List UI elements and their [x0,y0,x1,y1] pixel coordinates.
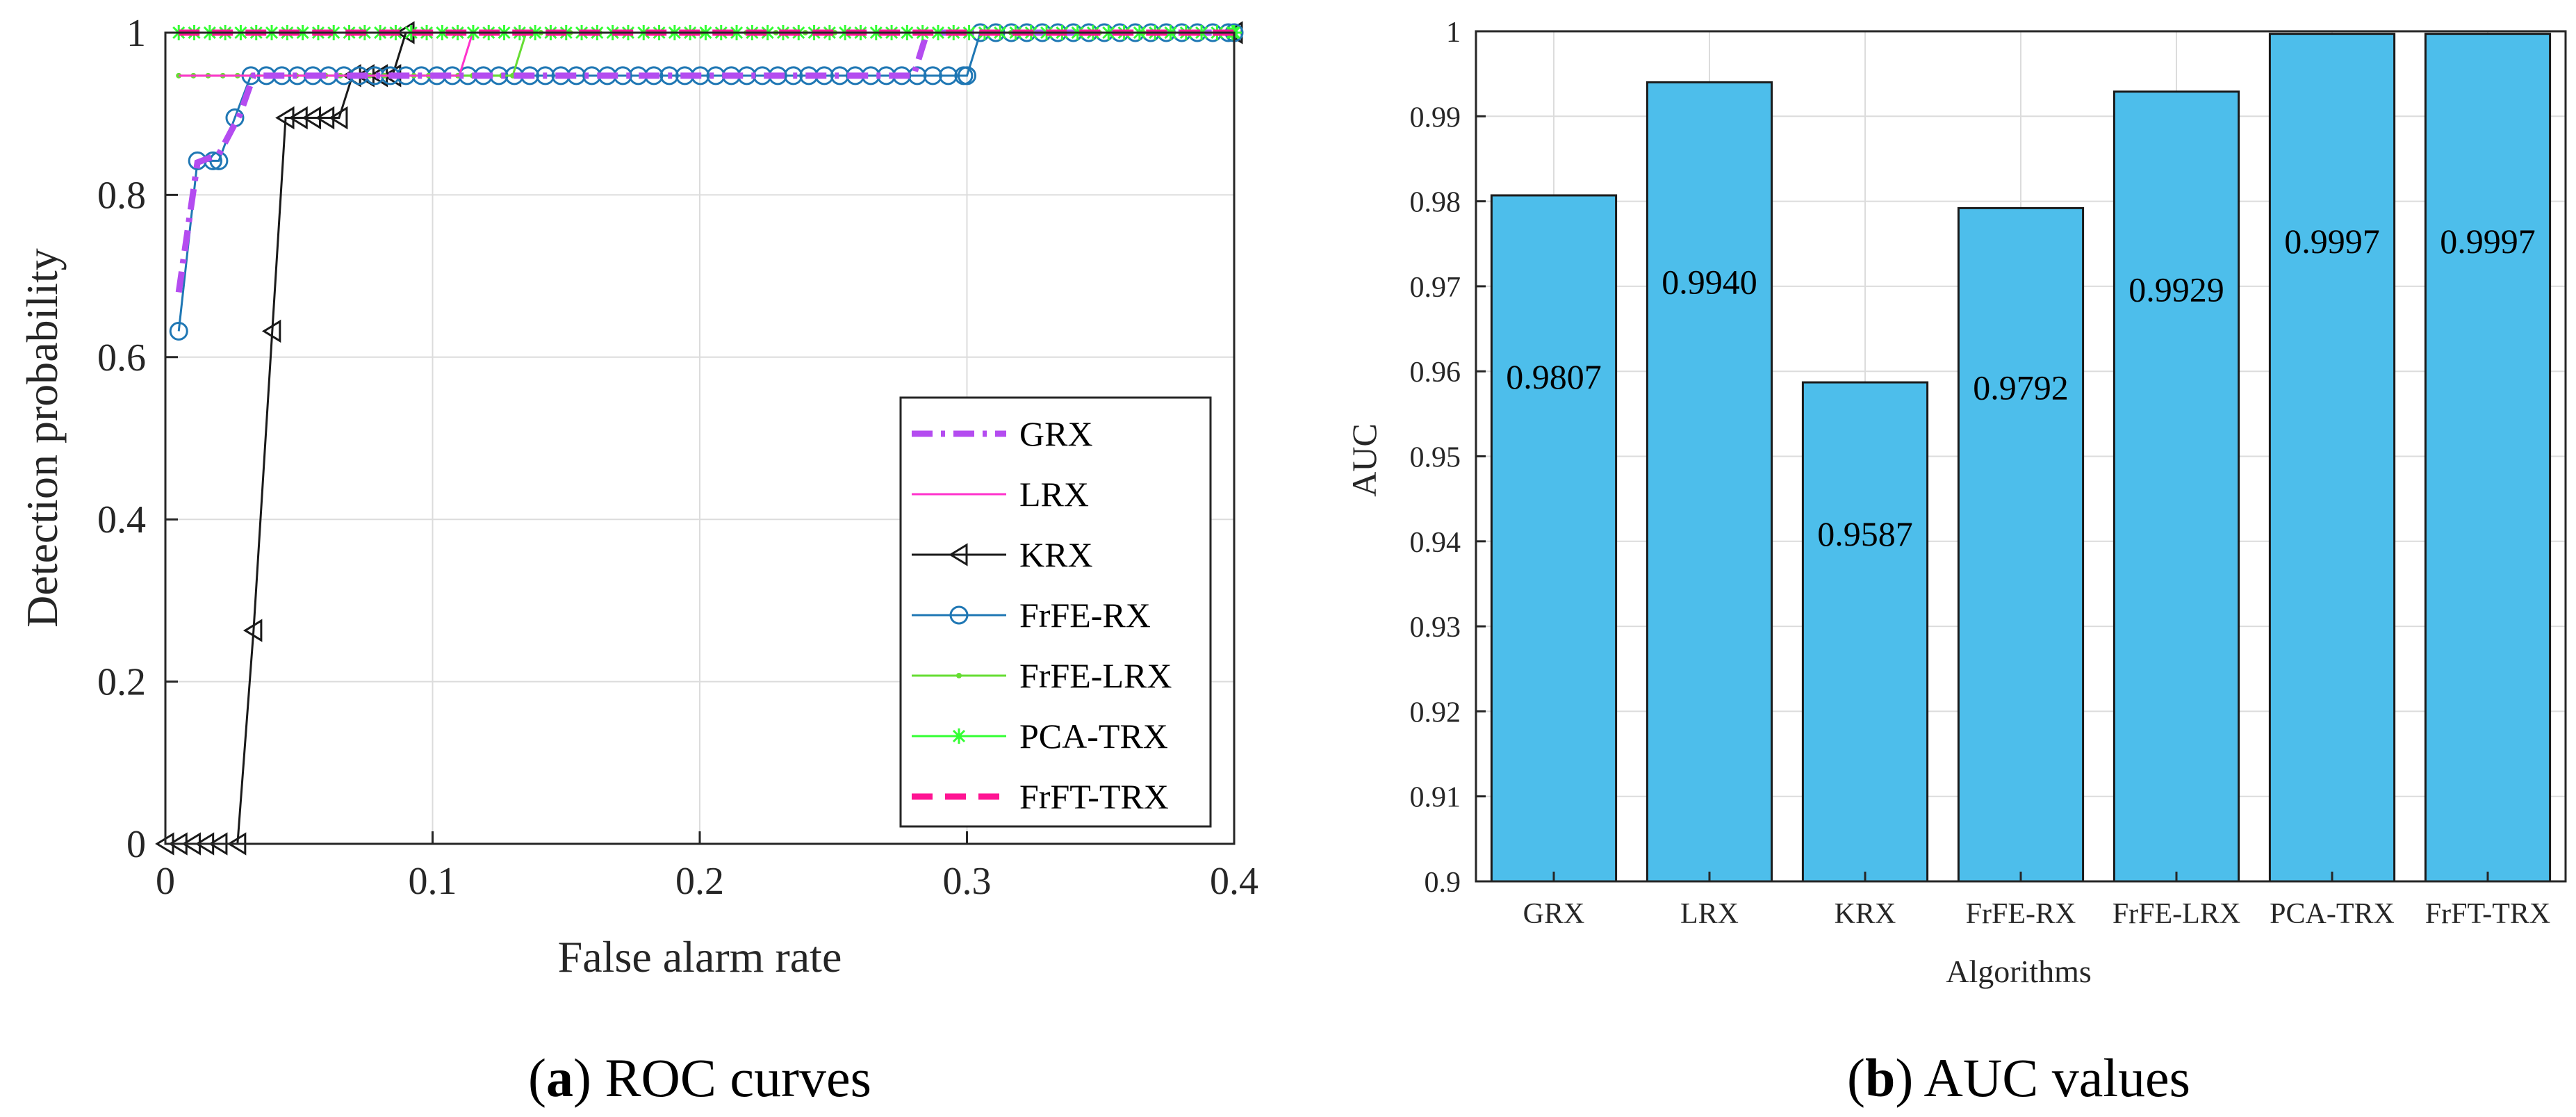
roc-y-tick-label: 0.6 [97,336,146,380]
roc-series-grx-line [175,29,1234,293]
auc-y-tick-label: 0.97 [1410,272,1461,304]
auc-y-tick-label: 0.99 [1410,101,1461,133]
roc-legend-pca-trx: PCA-TRX [912,717,1168,756]
auc-bar-krx [1801,381,1929,883]
auc-y-tick-label: 0.98 [1410,187,1461,219]
roc-legend-krx-marker [949,543,968,566]
auc-bar-value-label: 0.9587 [1817,514,1913,553]
auc-bar-value-label: 0.9807 [1506,357,1602,396]
roc-legend-pca-trx-marker [951,728,967,744]
auc-x-tick-label: FrFE-RX [1966,898,2076,930]
roc-legend-frfe-rx-label: FrFE-RX [1019,596,1151,635]
roc-caption-letter: a [546,1047,573,1108]
roc-legend-pca-trx-label: PCA-TRX [1019,717,1168,756]
roc-legend-frfe-lrx-marker [956,673,962,678]
roc-series-frfe-rx-marker [536,66,555,85]
roc-legend-grx: GRX [912,414,1093,453]
roc-y-tick-label: 1 [126,12,146,55]
roc-legend-frft-trx-label: FrFT-TRX [1019,777,1169,816]
auc-tick-group: 0.9 0.91 0.92 0.93 0.94 0.95 0.96 0.97 0.98 0.99 1… [1410,17,2551,930]
roc-x-tick-label: 0.3 [943,860,992,903]
roc-legend-frfe-lrx-label: FrFE-LRX [1019,656,1172,695]
roc-series-krx-marker [315,106,335,130]
auc-bar-frfe-lrx [2113,90,2240,883]
roc-series-krx-marker [329,106,348,130]
roc-x-axis-label: False alarm rate [558,932,842,981]
roc-series-frfe-rx-marker [939,66,958,85]
roc-legend-krx-label: KRX [1019,535,1093,574]
roc-legend-krx: KRX [912,535,1093,574]
auc-bar-value-label: 0.9997 [2284,222,2380,261]
roc-legend-frft-trx: FrFT-TRX [912,777,1169,816]
roc-series-frfe-rx-marker [169,321,188,341]
auc-bar-frft-trx [2424,33,2552,883]
auc-x-tick-label: KRX [1835,898,1896,930]
roc-legend-frfe-lrx: FrFE-LRX [912,656,1172,695]
auc-bar-value-label: 0.9792 [1973,368,2069,407]
auc-x-tick-label: FrFE-LRX [2113,898,2240,930]
roc-x-tick-label: 0.2 [675,860,724,903]
auc-bars-group: 0.9807 0.9940 0.9587 0.9792 0.9929 0.9997 0.99… [1490,33,2552,883]
roc-series-krx-marker [261,319,281,343]
roc-y-tick-label: 0.2 [97,661,146,704]
roc-y-axis-label: Detection probability [17,248,67,628]
auc-y-tick-label: 0.9 [1425,867,1461,899]
roc-caption: (a) ROC curves [528,1047,871,1108]
auc-x-tick-label: GRX [1523,898,1585,930]
auc-bar-value-label: 0.9940 [1662,262,1757,301]
roc-series-frfe-rx-marker [958,66,976,85]
auc-chart: 0.9807 0.9940 0.9587 0.9792 0.9929 0.9997 0.99… [1345,17,2567,1108]
auc-y-axis-label: AUC [1345,423,1384,497]
roc-x-tick-label: 0.4 [1210,860,1258,903]
auc-y-tick-label: 0.95 [1410,442,1461,474]
roc-legend-lrx-label: LRX [1019,475,1089,514]
auc-y-tick-label: 1 [1446,17,1461,49]
roc-legend-frfe-rx-marker [949,605,969,625]
roc-legend-frfe-rx: FrFE-RX [912,596,1151,635]
roc-legend-lrx: LRX [912,475,1089,514]
roc-y-tick-label: 0.8 [97,174,146,217]
roc-series-frfe-rx-marker [784,66,803,85]
auc-y-tick-label: 0.94 [1410,527,1461,559]
auc-bar-frfe-rx [1957,206,2085,883]
auc-bar-value-label: 0.9929 [2128,270,2224,309]
roc-x-tick-label: 0.1 [409,860,457,903]
roc-series-krx-marker [288,106,308,130]
auc-y-tick-label: 0.92 [1410,696,1461,728]
roc-series-krx-marker [275,106,295,130]
auc-bar-pca-trx [2268,33,2396,883]
auc-x-tick-label: PCA-TRX [2270,898,2395,930]
auc-bar-grx [1490,194,1618,883]
roc-y-tick-label: 0 [126,823,146,866]
auc-caption-text: ) AUC values [1895,1047,2190,1108]
auc-y-tick-label: 0.93 [1410,612,1461,644]
auc-y-tick-label: 0.96 [1410,357,1461,389]
roc-series-grx [175,29,1234,293]
roc-chart: 0 0.1 0.2 0.3 0.4 0 0.2 0.4 0.6 0.8 1 False alarm … [17,12,1258,1108]
auc-y-tick-label: 0.91 [1410,782,1461,814]
roc-series-krx-marker [243,619,263,642]
auc-bar-value-label: 0.9997 [2440,222,2536,261]
roc-caption-text: ) ROC curves [573,1047,871,1108]
roc-tick-group: 0 0.1 0.2 0.3 0.4 0 0.2 0.4 0.6 0.8 1 [97,12,1258,903]
auc-x-tick-label: FrFT-TRX [2425,898,2551,930]
auc-caption-letter: b [1865,1047,1895,1108]
roc-legend: GRX LRX KRX FrFE-RX FrFE-LRX PCA-TRX FrFT-TRX [899,396,1212,828]
roc-series-frfe-rx-marker [659,66,679,85]
auc-bar-lrx [1646,81,1773,883]
auc-x-tick-label: LRX [1680,898,1739,930]
roc-series-frfe-rx-marker [923,66,942,85]
roc-x-tick-label: 0 [156,860,175,903]
roc-legend-grx-label: GRX [1019,414,1093,453]
roc-series-krx-marker [302,106,321,130]
auc-caption: (b) AUC values [1847,1047,2190,1108]
roc-y-tick-label: 0.4 [97,498,146,541]
roc-series-frfe-rx [169,23,1244,341]
auc-x-axis-label: Algorithms [1946,954,2092,989]
